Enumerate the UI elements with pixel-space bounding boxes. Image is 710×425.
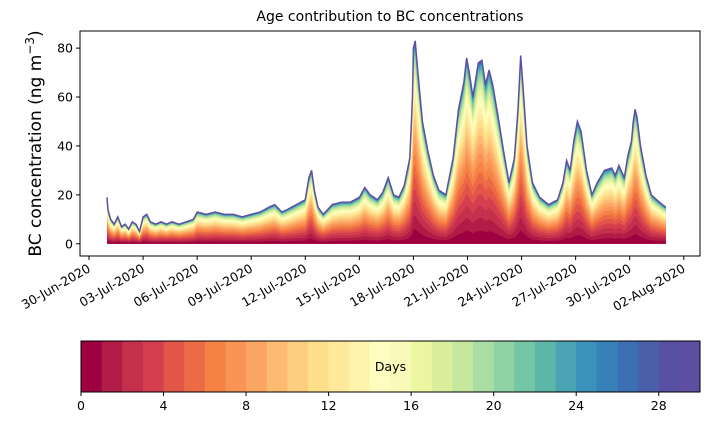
colorbar-segment <box>307 341 329 392</box>
colorbar-segment <box>81 341 103 392</box>
colorbar-segment <box>638 341 660 392</box>
colorbar-segment <box>493 341 515 392</box>
colorbar-segment <box>225 341 247 392</box>
plot-frame <box>79 30 701 257</box>
colorbar-segment <box>679 341 701 392</box>
y-tick-label: 40 <box>57 138 73 153</box>
colorbar-label: Days <box>375 359 406 374</box>
y-tick-label: 60 <box>57 90 73 105</box>
stacked-area-layers <box>106 40 667 244</box>
colorbar-segment <box>514 341 536 392</box>
colorbar-segment <box>431 341 453 392</box>
colorbar-tick-label: 16 <box>403 398 419 413</box>
x-axis: 30-Jun-202003-Jul-202006-Jul-202009-Jul-… <box>19 256 688 314</box>
colorbar-segment <box>184 341 206 392</box>
colorbar-segment <box>246 341 268 392</box>
colorbar-segment <box>163 341 185 392</box>
colorbar-tick-label: 8 <box>242 398 250 413</box>
y-axis-label: BC concentration (ng m−3) <box>23 30 46 256</box>
colorbar-tick-label: 28 <box>651 398 667 413</box>
age-layer-0 <box>107 229 666 244</box>
y-axis: 0 20 40 60 80 <box>57 41 80 251</box>
total-outline <box>106 40 667 234</box>
colorbar-segment <box>328 341 350 392</box>
colorbar-segment <box>122 341 144 392</box>
colorbar-segment <box>617 341 639 392</box>
colorbar-segment <box>349 341 371 392</box>
colorbar-segment <box>658 341 680 392</box>
y-tick-label: 20 <box>57 187 73 202</box>
colorbar-tick-label: 0 <box>77 398 85 413</box>
colorbar-segment <box>101 341 123 392</box>
colorbar-tick-label: 20 <box>486 398 502 413</box>
colorbar: Days 0 4 8 12 16 20 24 28 <box>77 340 701 413</box>
colorbar-segment <box>390 341 412 392</box>
colorbar-segment <box>142 341 164 392</box>
colorbar-segment <box>534 341 556 392</box>
colorbar-segment <box>596 341 618 392</box>
colorbar-segment <box>266 341 288 392</box>
chart-title: Age contribution to BC concentrations <box>256 9 523 25</box>
colorbar-segment <box>576 341 598 392</box>
colorbar-segment <box>555 341 577 392</box>
colorbar-segment <box>287 341 309 392</box>
colorbar-segment <box>452 341 474 392</box>
colorbar-tick-label: 24 <box>568 398 584 413</box>
colorbar-tick-label: 4 <box>160 398 168 413</box>
colorbar-segment <box>204 341 226 392</box>
colorbar-segment <box>473 341 495 392</box>
colorbar-tick-label: 12 <box>321 398 337 413</box>
y-tick-label: 0 <box>65 236 73 251</box>
colorbar-segment <box>369 341 391 392</box>
y-tick-label: 80 <box>57 41 73 56</box>
colorbar-segment <box>411 341 433 392</box>
colorbar-frame <box>80 340 701 393</box>
